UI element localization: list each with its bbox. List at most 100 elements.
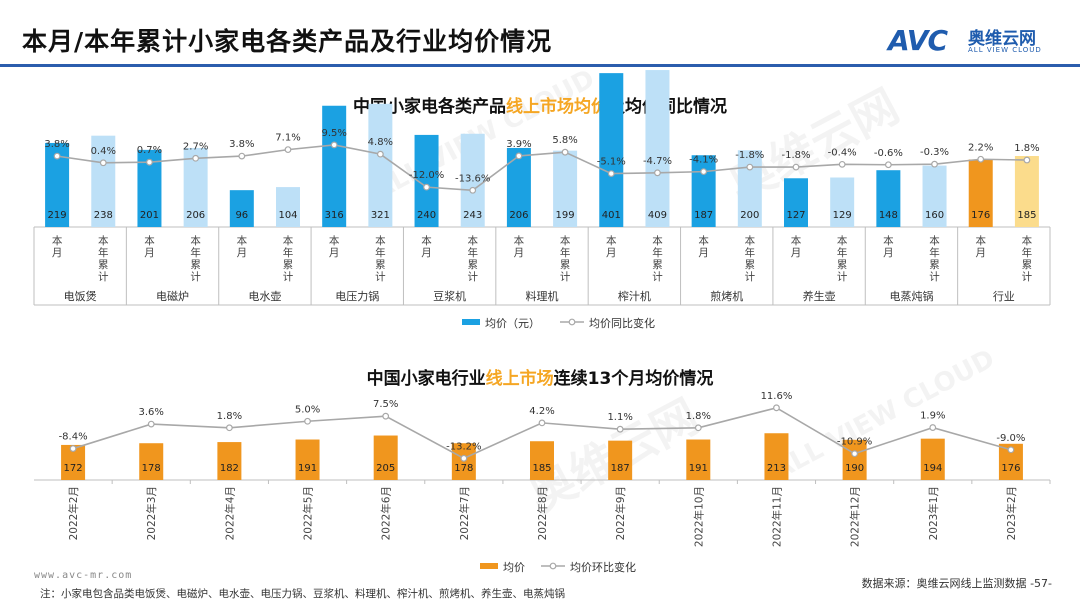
chart1-bar-value: 127 xyxy=(786,210,805,221)
chart1-sub-label: 本 xyxy=(144,234,155,247)
chart1-yoy-point xyxy=(238,152,246,160)
chart2-mom-label: 4.2% xyxy=(529,406,554,417)
chart2-bar xyxy=(373,435,398,480)
data-source: 数据来源：奥维云网线上监测数据 -57- xyxy=(862,575,1052,591)
chart1-sub-label: 计 xyxy=(837,270,848,283)
chart1-bar-value: 401 xyxy=(602,210,621,221)
chart1-sub-label: 本 xyxy=(883,234,894,247)
chart1-yoy-label: 5.8% xyxy=(552,135,577,146)
chart1-sub-label: 累 xyxy=(652,259,663,271)
chart1-sub-label: 本 xyxy=(791,234,802,247)
chart2-mom-label: 11.6% xyxy=(761,391,793,402)
chart2-mom-point xyxy=(225,424,233,432)
chart1-yoy-point xyxy=(284,146,292,154)
chart1-yoy-point xyxy=(469,186,477,194)
avc-logo: AVC 奥维云网 ALL VIEW CLOUD xyxy=(888,24,1058,58)
chart1-bar-value: 316 xyxy=(325,210,344,221)
chart1-sub-label: 年 xyxy=(652,246,663,259)
chart2-bar xyxy=(608,440,633,480)
chart1-yoy-label: -5.1% xyxy=(597,157,626,168)
chart1-sub-label: 本 xyxy=(929,234,940,247)
chart2-mom-label: -9.0% xyxy=(996,433,1025,444)
chart1-bar-value: 187 xyxy=(694,210,713,221)
chart1-sub-label: 计 xyxy=(98,270,109,283)
chart1-yoy-label: 0.4% xyxy=(91,146,116,157)
chart1-bar xyxy=(91,135,116,227)
chart2-mom-label: 3.6% xyxy=(139,407,164,418)
chart1-bar-value: 148 xyxy=(879,210,898,221)
chart1-yoy-point xyxy=(146,158,153,166)
chart1-legend-bar-label: 均价（元） xyxy=(485,317,540,330)
chart1-yoy-label: 3.9% xyxy=(506,139,531,150)
chart1-yoy-label: -0.4% xyxy=(828,147,857,158)
chart1-sub-label: 月 xyxy=(144,247,155,259)
chart1-sub-label: 累 xyxy=(375,259,386,271)
chart2-svg: 172 2022年2月 178 2022年3月 182 2022年4月 191 2022年5月… xyxy=(34,391,1051,574)
chart2-bar-value: 185 xyxy=(532,463,551,474)
chart2-bar xyxy=(139,443,164,480)
chart2-x-tick-label: 2022年11月 xyxy=(770,486,783,547)
chart2-x-tick-label: 2022年12月 xyxy=(849,486,862,547)
chart1-category-label: 榨汁机 xyxy=(618,289,651,303)
chart1-bar-value: 206 xyxy=(509,210,528,221)
logo-en: ALL VIEW CLOUD xyxy=(968,46,1042,54)
chart1-yoy-label: 4.8% xyxy=(368,137,393,148)
chart2-x-tick-label: 2022年7月 xyxy=(458,486,471,540)
chart2-x-tick-label: 2022年9月 xyxy=(614,486,627,540)
chart1-sub-label: 本 xyxy=(514,234,525,247)
chart1-bar-value: 160 xyxy=(925,210,944,221)
chart1-sub-label: 计 xyxy=(375,270,386,283)
chart1-sub-label: 计 xyxy=(190,270,201,283)
chart1-category-label: 电饭煲 xyxy=(64,290,97,303)
chart1-sub-label: 年 xyxy=(375,246,386,259)
chart1-sub-label: 累 xyxy=(467,259,478,271)
chart1-bar xyxy=(876,170,901,227)
chart1-sub-label: 本 xyxy=(560,234,571,247)
chart2-bar-value: 178 xyxy=(454,463,473,474)
chart1-bar xyxy=(784,178,808,227)
chart2-mom-label: -8.4% xyxy=(59,432,88,443)
chart1-sub-label: 本 xyxy=(652,234,663,247)
chart1-sub-label: 本 xyxy=(283,234,294,247)
chart1-yoy-point xyxy=(376,150,384,158)
chart2-mom-point xyxy=(304,417,311,425)
chart1-bar xyxy=(553,150,578,227)
chart1-sub-label: 本 xyxy=(329,234,340,247)
chart1-yoy-point xyxy=(700,168,708,176)
logo-cn: 奥维云网 xyxy=(968,29,1036,49)
chart2-mom-label: 1.8% xyxy=(217,411,242,422)
chart2-x-tick-label: 2022年5月 xyxy=(302,486,315,540)
chart1-category-label: 料理机 xyxy=(526,289,559,303)
chart1-category-label: 煎烤机 xyxy=(710,289,743,303)
chart1-sub-label: 年 xyxy=(929,246,940,259)
chart2-title-b: 线上市场 xyxy=(485,369,554,389)
chart1-sub-label: 年 xyxy=(467,246,478,259)
chart2-bar-value: 191 xyxy=(689,463,708,474)
chart1-sub-label: 计 xyxy=(560,270,571,283)
page-number: -57- xyxy=(1030,577,1052,590)
chart2-mom-label: 1.9% xyxy=(920,411,945,422)
chart1-bar-value: 104 xyxy=(278,210,297,221)
chart2-mom-point xyxy=(929,424,937,431)
chart1-yoy-label: 3.8% xyxy=(44,139,69,150)
chart1-sub-label: 本 xyxy=(606,234,617,247)
chart1-bar-value: 176 xyxy=(971,210,990,221)
chart1-sub-label: 累 xyxy=(1022,259,1033,271)
chart1-legend-bar-swatch xyxy=(462,319,480,325)
chart1-sub-label: 月 xyxy=(791,247,802,259)
chart2-x-tick-label: 2022年3月 xyxy=(145,486,158,540)
chart2-bar xyxy=(530,441,554,480)
chart1-yoy-label: -4.7% xyxy=(643,156,672,167)
chart1-bar-value: 96 xyxy=(235,210,248,221)
header: 本月/本年累计小家电各类产品及行业均价情况 AVC 奥维云网 ALL VIEW … xyxy=(0,0,1080,67)
chart2-x-tick-label: 2022年6月 xyxy=(380,486,393,540)
chart1-sub-label: 月 xyxy=(975,247,986,259)
site-url: www.avc-mr.com xyxy=(34,570,133,581)
chart2-x-tick-label: 2023年1月 xyxy=(927,486,940,540)
chart1-sub-label: 本 xyxy=(237,234,248,247)
data-source-text: 数据来源：奥维云网线上监测数据 xyxy=(861,577,1027,590)
chart1-sub-label: 累 xyxy=(98,259,109,271)
chart2-bar xyxy=(842,439,867,480)
chart1-sub-label: 月 xyxy=(52,247,63,259)
